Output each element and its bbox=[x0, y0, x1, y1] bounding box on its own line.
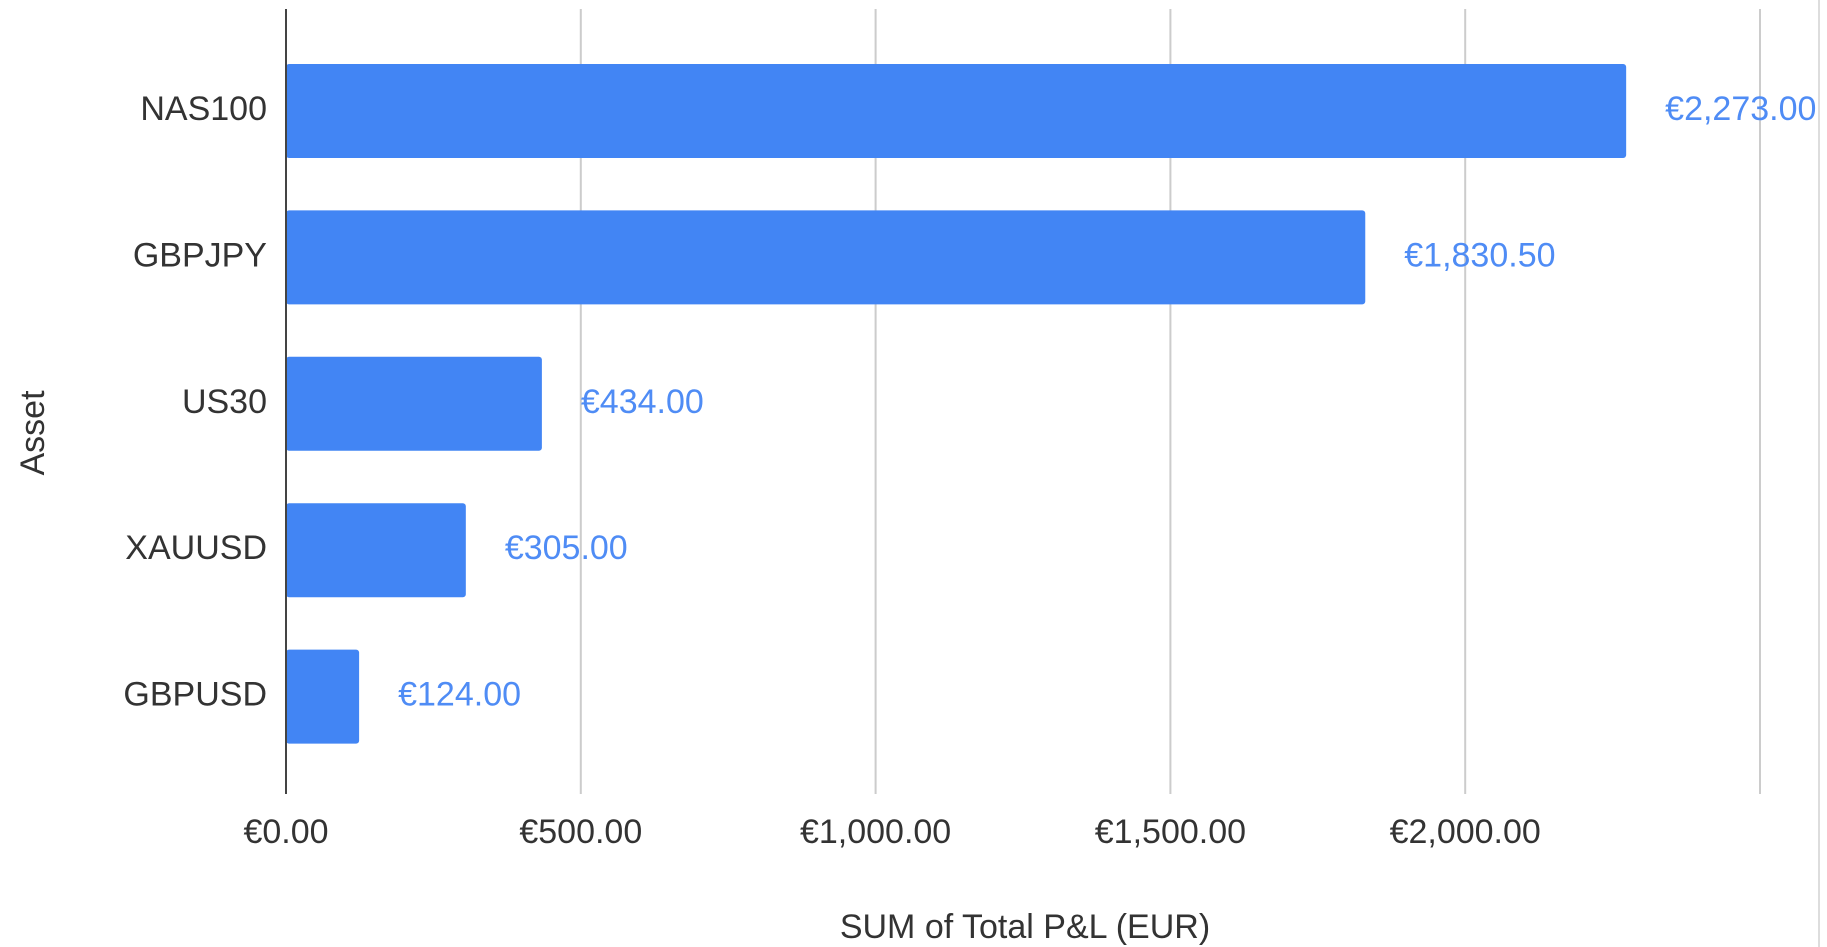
x-tick-label: €500.00 bbox=[519, 813, 642, 851]
y-tick-label: XAUUSD bbox=[125, 529, 267, 567]
x-tick-label: €2,000.00 bbox=[1390, 813, 1541, 851]
bar bbox=[286, 210, 1366, 305]
x-tick-label: €1,500.00 bbox=[1095, 813, 1246, 851]
bar bbox=[286, 64, 1627, 158]
y-tick-label: GBPUSD bbox=[123, 676, 267, 714]
bar bbox=[286, 503, 466, 598]
y-axis-label: Asset bbox=[14, 390, 52, 476]
value-label: €305.00 bbox=[505, 529, 628, 567]
value-label: €124.00 bbox=[398, 676, 521, 714]
x-axis-label: SUM of Total P&L (EUR) bbox=[840, 908, 1210, 946]
bar bbox=[286, 649, 360, 744]
value-label: €2,273.00 bbox=[1665, 90, 1816, 128]
y-tick-label: GBPJPY bbox=[133, 236, 267, 274]
value-label: €1,830.50 bbox=[1404, 236, 1555, 274]
y-tick-label: NAS100 bbox=[140, 90, 267, 128]
x-tick-label: €0.00 bbox=[243, 813, 328, 851]
value-label: €434.00 bbox=[581, 383, 704, 421]
y-tick-label: US30 bbox=[182, 383, 267, 421]
bar bbox=[286, 356, 542, 451]
x-tick-label: €1,000.00 bbox=[800, 813, 951, 851]
